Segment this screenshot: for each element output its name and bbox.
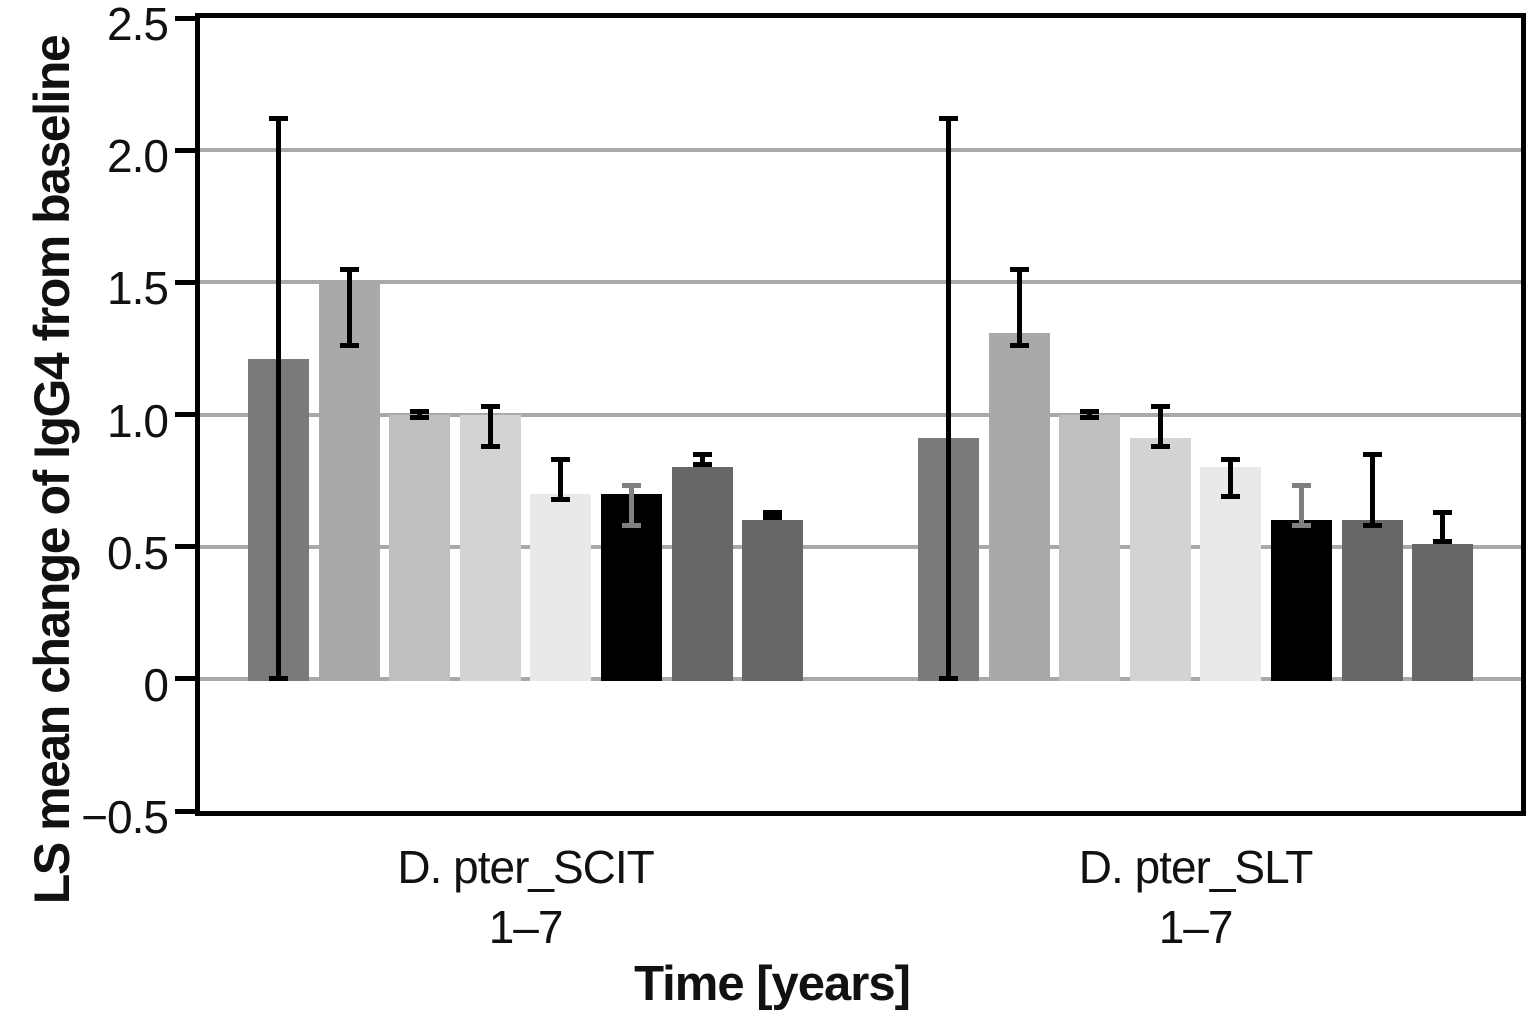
bar-group1-2 <box>318 282 380 681</box>
bar-group1-4 <box>459 414 521 681</box>
error-bar-line <box>1440 512 1446 542</box>
error-bar-cap <box>410 414 430 420</box>
error-bar-cap <box>551 496 571 502</box>
plot-area <box>195 13 1526 816</box>
error-bar-cap <box>939 676 958 682</box>
error-bar-line <box>1299 485 1304 526</box>
group-sublabel-2: 1–7 <box>1158 901 1234 953</box>
bar-group2-6 <box>1271 520 1332 681</box>
y-tick-label-2.0: 2.0 <box>107 130 169 183</box>
error-bar-cap <box>1362 523 1382 529</box>
bar-group2-3 <box>1059 414 1121 681</box>
error-bar-cap <box>551 456 571 462</box>
error-bar-cap <box>692 462 712 468</box>
gridline <box>200 544 1521 549</box>
error-bar-cap <box>1221 493 1241 499</box>
y-tick <box>175 15 196 21</box>
x-axis-title: Time [years] <box>634 957 911 1011</box>
error-bar-line <box>417 411 423 418</box>
bar-group1-5 <box>530 493 592 681</box>
y-tick-label-0.5: 0.5 <box>107 526 169 579</box>
gridline <box>200 148 1521 153</box>
error-bar-cap <box>410 409 430 415</box>
error-bar-line <box>699 454 705 465</box>
error-bar-line <box>1228 459 1234 497</box>
error-bar-cap <box>763 509 783 515</box>
error-bar-cap <box>1150 404 1170 410</box>
bar-group1-8 <box>742 520 804 681</box>
error-bar-line <box>276 118 281 679</box>
bar-group2-4 <box>1129 438 1191 681</box>
error-bar-cap <box>480 404 500 410</box>
error-bar-cap <box>1292 483 1311 489</box>
bar-group2-8 <box>1412 544 1474 681</box>
bar-group1-3 <box>389 414 451 681</box>
y-tick <box>175 808 196 814</box>
error-bar-cap <box>1009 266 1029 272</box>
error-bar-line <box>770 512 776 518</box>
bar-group2-7 <box>1341 520 1403 681</box>
bar-group1-7 <box>671 467 733 681</box>
error-bar-cap <box>1362 451 1382 457</box>
error-bar-line <box>946 118 951 679</box>
group-label-2: D. pter_SLT <box>1078 841 1314 893</box>
error-bar-cap <box>1221 456 1241 462</box>
error-bar-cap <box>480 443 500 449</box>
error-bar-cap <box>339 343 359 349</box>
y-tick-label-2.5: 2.5 <box>107 0 169 50</box>
error-bar-cap <box>269 115 288 121</box>
error-bar-line <box>1369 454 1375 526</box>
group-label-1: D. pter_SCIT <box>397 841 654 893</box>
error-bar-cap <box>269 676 288 682</box>
error-bar-cap <box>1080 409 1100 415</box>
error-bar-cap <box>939 115 958 121</box>
error-bar-line <box>487 406 493 447</box>
y-tick <box>175 147 196 153</box>
y-tick <box>175 676 196 682</box>
error-bar-cap <box>1292 523 1311 529</box>
bar-group2-2 <box>988 332 1050 681</box>
error-bar-cap <box>692 451 712 457</box>
gridline <box>200 280 1521 285</box>
gridline <box>200 676 1521 681</box>
y-tick <box>175 544 196 550</box>
error-bar-cap <box>622 523 641 529</box>
y-tick-label-1.0: 1.0 <box>107 394 169 447</box>
error-bar-cap <box>339 266 359 272</box>
gridline <box>200 412 1521 417</box>
y-tick-label-−0.5: −0.5 <box>81 791 169 843</box>
error-bar-cap <box>1080 414 1100 420</box>
error-bar-cap <box>622 483 641 489</box>
y-tick <box>175 279 196 285</box>
error-bar-cap <box>1150 443 1170 449</box>
group-sublabel-1: 1–7 <box>488 901 564 953</box>
error-bar-line <box>346 269 352 346</box>
error-bar-cap <box>1433 538 1453 544</box>
error-bar-line <box>629 485 634 526</box>
y-tick <box>175 412 196 417</box>
bar-group2-5 <box>1200 467 1262 681</box>
error-bar-line <box>1087 411 1093 418</box>
error-bar-line <box>1016 269 1022 346</box>
y-tick-label-0: 0 <box>143 658 169 711</box>
error-bar-line <box>558 459 564 500</box>
error-bar-cap <box>1009 343 1029 349</box>
error-bar-cap <box>763 515 783 521</box>
error-bar-cap <box>1433 509 1453 515</box>
error-bar-line <box>1157 406 1163 447</box>
y-tick-label-1.5: 1.5 <box>107 262 169 315</box>
